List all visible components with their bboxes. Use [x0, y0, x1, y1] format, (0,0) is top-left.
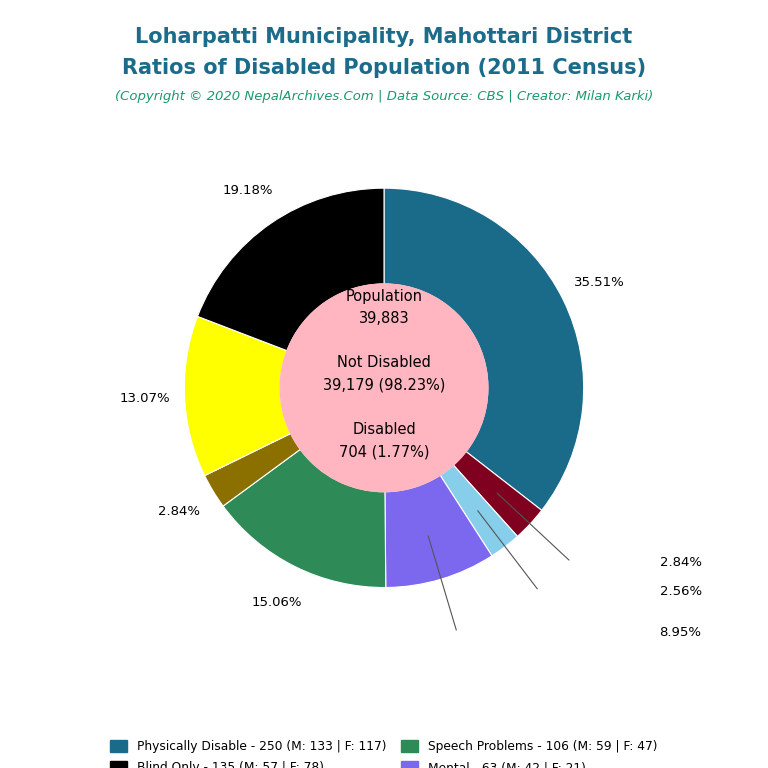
Legend: Physically Disable - 250 (M: 133 | F: 117), Blind Only - 135 (M: 57 | F: 78), De: Physically Disable - 250 (M: 133 | F: 11… [105, 735, 663, 768]
Text: Loharpatti Municipality, Mahottari District: Loharpatti Municipality, Mahottari Distr… [135, 27, 633, 47]
Text: (Copyright © 2020 NepalArchives.Com | Data Source: CBS | Creator: Milan Karki): (Copyright © 2020 NepalArchives.Com | Da… [115, 90, 653, 103]
Text: 35.51%: 35.51% [574, 276, 624, 289]
Text: 8.95%: 8.95% [660, 626, 701, 639]
Wedge shape [384, 188, 584, 511]
Wedge shape [197, 188, 384, 351]
Wedge shape [440, 465, 518, 556]
Text: 13.07%: 13.07% [119, 392, 170, 405]
Text: 2.56%: 2.56% [660, 584, 702, 598]
Wedge shape [204, 433, 300, 506]
Wedge shape [223, 449, 386, 588]
Wedge shape [453, 452, 541, 536]
Wedge shape [385, 475, 492, 588]
Text: Population
39,883

Not Disabled
39,179 (98.23%)

Disabled
704 (1.77%): Population 39,883 Not Disabled 39,179 (9… [323, 289, 445, 459]
Text: Ratios of Disabled Population (2011 Census): Ratios of Disabled Population (2011 Cens… [122, 58, 646, 78]
Text: 2.84%: 2.84% [660, 555, 701, 568]
Text: 19.18%: 19.18% [223, 184, 273, 197]
Wedge shape [184, 316, 291, 475]
Circle shape [280, 284, 488, 492]
Text: 2.84%: 2.84% [158, 505, 200, 518]
Text: 15.06%: 15.06% [251, 596, 302, 608]
